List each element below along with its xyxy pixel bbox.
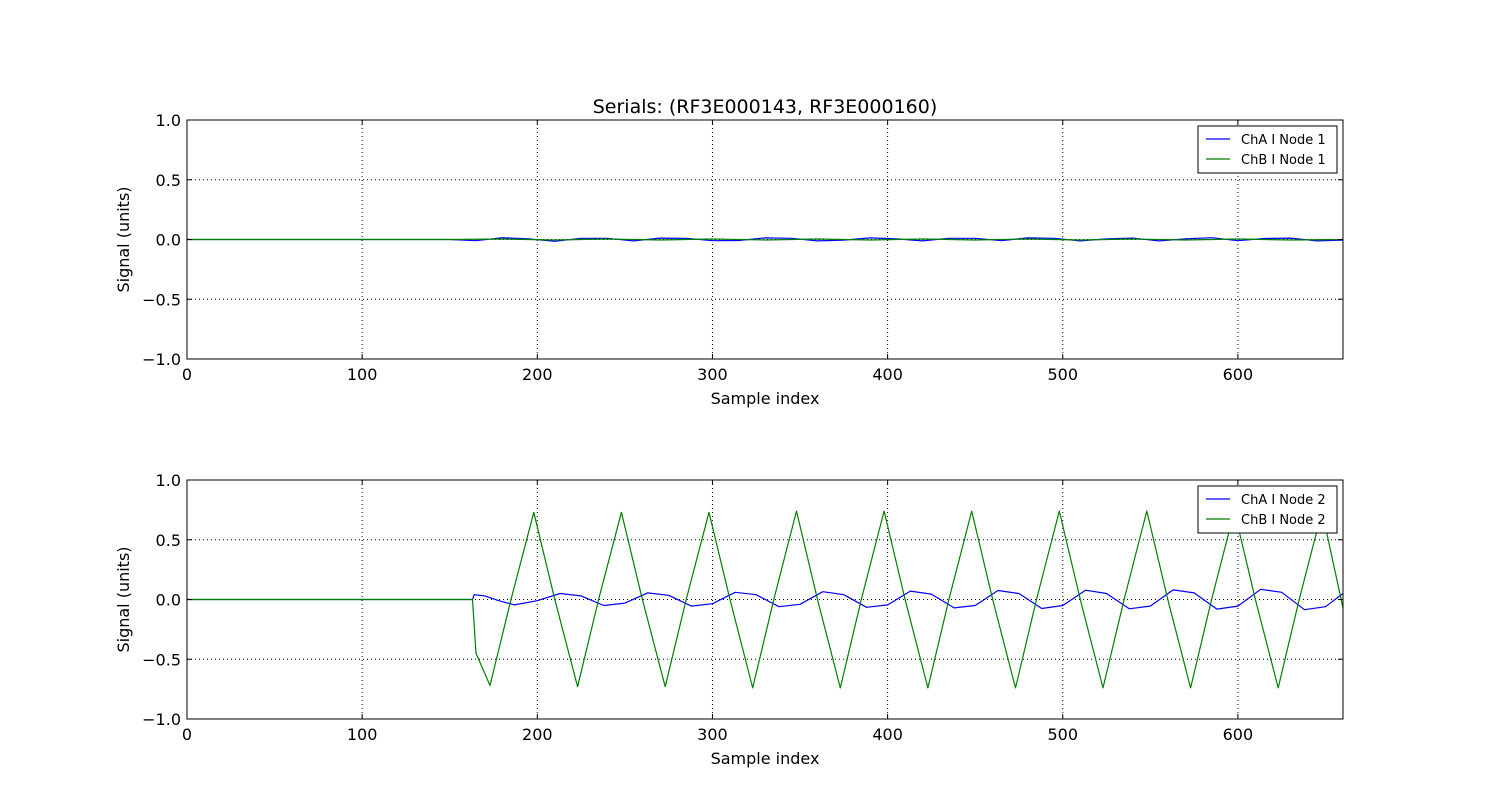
x-tick-label: 500 — [1047, 725, 1078, 744]
y-tick-label: 0.5 — [156, 171, 181, 190]
legend — [1197, 125, 1338, 174]
x-tick-label: 400 — [872, 725, 903, 744]
x-tick-label: 200 — [522, 725, 553, 744]
y-tick-label: 1.0 — [156, 471, 181, 490]
series-line-2 — [187, 510, 1344, 689]
legend-entry: ChA I Node 1 — [1241, 133, 1326, 148]
x-tick-label: 300 — [697, 725, 728, 744]
x-tick-label: 500 — [1047, 365, 1078, 384]
series-line-1 — [187, 588, 1344, 611]
y-tick-label: −0.5 — [142, 650, 181, 669]
y-tick-label: −1.0 — [142, 350, 181, 369]
series-line-2 — [187, 238, 1344, 241]
y-tick-label: 0.0 — [156, 591, 181, 610]
y-tick-label: 0.5 — [156, 531, 181, 550]
legend-entry: ChB I Node 2 — [1241, 513, 1326, 528]
x-tick-label: 600 — [1223, 725, 1254, 744]
legend-entry: ChB I Node 1 — [1241, 153, 1326, 168]
x-tick-label: 400 — [872, 365, 903, 384]
subplot-bottom: 0 100 200 300 400 500 600 −1.0 −0.5 0.0 0.5 1.0 Samp… — [114, 471, 1344, 768]
legend-entry: ChA I Node 2 — [1241, 493, 1326, 508]
figure-title: Serials: (RF3E000143, RF3E000160) — [593, 96, 938, 118]
y-axis-label: Signal (units) — [114, 186, 133, 292]
x-tick-label: 0 — [182, 725, 192, 744]
x-axis-label: Sample index — [711, 749, 820, 768]
x-tick-label: 600 — [1223, 365, 1254, 384]
x-axis-label: Sample index — [711, 389, 820, 408]
legend — [1197, 485, 1338, 534]
y-axis-label: Signal (units) — [114, 546, 133, 652]
series-line-1 — [187, 237, 1344, 242]
y-tick-label: −1.0 — [142, 710, 181, 729]
subplot-top: 0 100 200 300 400 500 600 −1.0 −0.5 0.0 0.5 1.0 Samp… — [114, 111, 1344, 408]
y-tick-label: −0.5 — [142, 290, 181, 309]
y-tick-label: 1.0 — [156, 111, 181, 130]
x-tick-label: 0 — [182, 365, 192, 384]
y-tick-label: 0.0 — [156, 231, 181, 250]
x-tick-label: 300 — [697, 365, 728, 384]
x-tick-label: 100 — [347, 725, 378, 744]
x-tick-label: 100 — [347, 365, 378, 384]
x-tick-label: 200 — [522, 365, 553, 384]
